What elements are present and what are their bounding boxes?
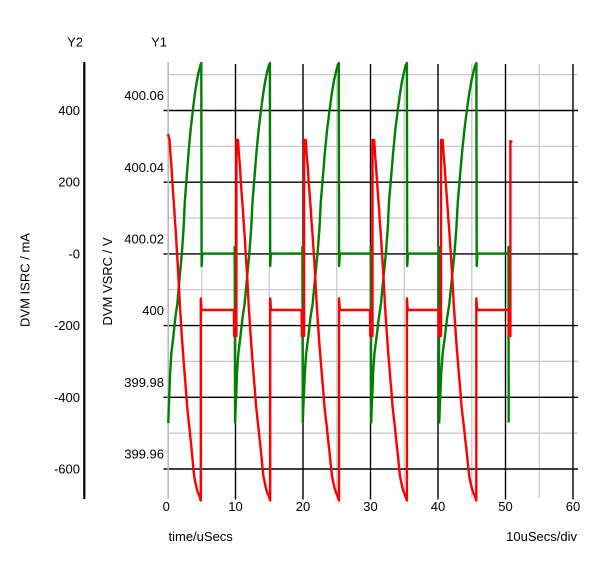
svg-text:DVM ISRC / mA: DVM ISRC / mA <box>18 233 33 327</box>
svg-text:400.06: 400.06 <box>124 88 164 103</box>
svg-text:10: 10 <box>228 499 242 514</box>
svg-text:400: 400 <box>142 303 164 318</box>
svg-text:DVM VSRC / V: DVM VSRC / V <box>100 237 115 325</box>
svg-text:400.04: 400.04 <box>124 160 164 175</box>
svg-text:-600: -600 <box>54 462 80 477</box>
svg-text:-400: -400 <box>54 390 80 405</box>
svg-text:60: 60 <box>566 499 580 514</box>
svg-text:20: 20 <box>296 499 310 514</box>
svg-text:399.98: 399.98 <box>124 375 164 390</box>
svg-text:50: 50 <box>498 499 512 514</box>
svg-text:0: 0 <box>163 499 170 514</box>
svg-text:30: 30 <box>363 499 377 514</box>
svg-text:time/uSecs: time/uSecs <box>169 529 234 544</box>
svg-text:-0: -0 <box>68 246 80 261</box>
svg-text:400.02: 400.02 <box>124 232 164 247</box>
svg-text:400: 400 <box>58 103 80 118</box>
svg-text:10uSecs/div: 10uSecs/div <box>506 529 577 544</box>
svg-text:-200: -200 <box>54 318 80 333</box>
svg-text:399.96: 399.96 <box>124 447 164 462</box>
svg-text:Y1: Y1 <box>151 35 167 50</box>
svg-text:200: 200 <box>58 175 80 190</box>
svg-text:40: 40 <box>431 499 445 514</box>
svg-text:Y2: Y2 <box>67 35 83 50</box>
